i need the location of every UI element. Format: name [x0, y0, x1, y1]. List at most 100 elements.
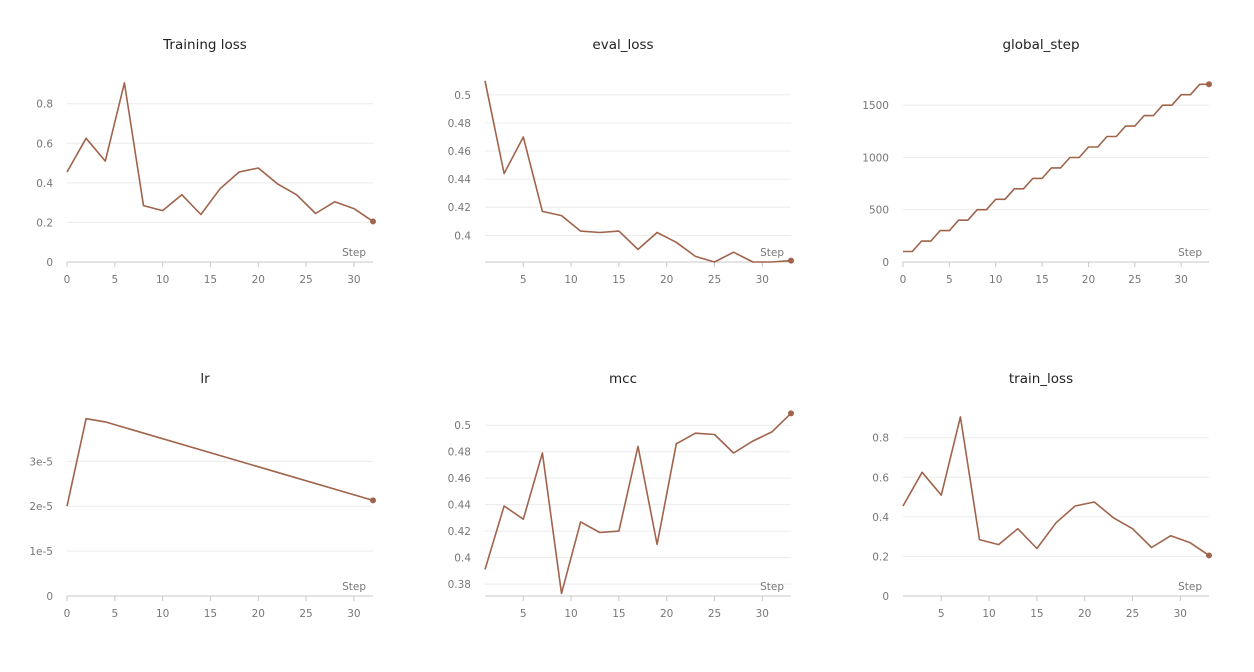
- y-tick-label: 500: [869, 205, 889, 217]
- x-tick-label: 20: [1082, 274, 1095, 286]
- x-tick-label: 5: [938, 608, 945, 620]
- y-tick-label: 0.2: [36, 217, 53, 229]
- y-tick-label: 0.46: [448, 473, 472, 485]
- x-axis-label: Step: [760, 247, 784, 259]
- y-tick-label: 0.4: [454, 230, 471, 242]
- chart-svg: train_loss 0 0.2 0.4 0.6 0.8 5 10 15 20 25 30 Step: [872, 371, 1212, 620]
- y-tick-label: 3e-5: [29, 456, 53, 468]
- chart-title: eval_loss: [592, 37, 653, 53]
- x-axis-label: Step: [760, 581, 784, 593]
- x-tick-label: 10: [564, 274, 577, 286]
- y-tick-label: 0.42: [448, 526, 471, 538]
- x-tick-label: 5: [111, 608, 118, 620]
- x-tick-label: 15: [204, 274, 217, 286]
- chart-panel-lr: lr 0 1e-5 2e-5 3e-5 0 5 10 15 20 25 30 Step: [0, 364, 380, 664]
- x-tick-label: 0: [64, 608, 71, 620]
- y-tick-label: 1500: [862, 100, 889, 112]
- x-tick-label: 20: [660, 608, 673, 620]
- x-tick-label: 10: [156, 274, 169, 286]
- chart-svg: global_step 0 500 1000 1500 0 5 10 15 20 25 30 Step: [862, 37, 1212, 286]
- y-tick-label: 0.48: [448, 118, 471, 130]
- y-tick-label: 0.46: [448, 146, 472, 158]
- chart-svg: eval_loss 0.4 0.42 0.44 0.46 0.48 0.5 5 10 15 20 25…: [448, 37, 794, 286]
- x-tick-label: 5: [520, 608, 527, 620]
- x-tick-label: 15: [612, 274, 625, 286]
- y-tick-label: 0.4: [454, 553, 471, 565]
- y-tick-label: 0.5: [454, 420, 471, 432]
- x-axis-label: Step: [1178, 247, 1202, 259]
- last-point-marker: [1206, 552, 1212, 559]
- series-line: [902, 416, 1210, 557]
- last-point-marker: [788, 257, 794, 264]
- y-tick-label: 1000: [862, 152, 889, 164]
- series-line: [66, 417, 374, 507]
- y-tick-label: 0.5: [454, 90, 471, 102]
- chart-svg: mcc 0.38 0.4 0.42 0.44 0.46 0.48 0.5 5 10 15 20 25 30…: [448, 371, 794, 620]
- chart-panel-eval-loss: eval_loss 0.4 0.42 0.44 0.46 0.48 0.5 5 10 15 20 25…: [418, 30, 798, 330]
- x-tick-label: 30: [756, 608, 769, 620]
- chart-title: Training loss: [162, 37, 247, 53]
- last-point-marker: [788, 410, 794, 417]
- x-tick-label: 30: [756, 274, 769, 286]
- y-tick-label: 0.44: [448, 174, 472, 186]
- x-tick-label: 10: [982, 608, 995, 620]
- x-tick-label: 25: [708, 608, 721, 620]
- y-tick-label: 2e-5: [29, 501, 53, 513]
- x-tick-label: 30: [1174, 608, 1187, 620]
- x-axis-label: Step: [1178, 581, 1202, 593]
- x-tick-label: 20: [1078, 608, 1091, 620]
- chart-title: global_step: [1002, 37, 1079, 53]
- last-point-marker: [1206, 81, 1212, 88]
- y-tick-label: 0.6: [872, 472, 889, 484]
- y-tick-label: 0.6: [36, 138, 53, 150]
- chart-title: lr: [200, 371, 210, 387]
- x-axis-label: Step: [342, 247, 366, 259]
- y-tick-label: 0.38: [448, 579, 471, 591]
- x-tick-label: 10: [564, 608, 577, 620]
- x-tick-label: 15: [612, 608, 625, 620]
- y-tick-label: 0: [882, 591, 889, 603]
- x-tick-label: 10: [989, 274, 1002, 286]
- x-tick-label: 15: [1030, 608, 1043, 620]
- x-tick-label: 10: [156, 608, 169, 620]
- chart-title: mcc: [609, 371, 637, 387]
- x-tick-label: 5: [520, 274, 527, 286]
- x-tick-label: 15: [1035, 274, 1048, 286]
- series-line: [903, 83, 1209, 253]
- chart-svg: lr 0 1e-5 2e-5 3e-5 0 5 10 15 20 25 30 Step: [29, 371, 376, 620]
- x-tick-label: 20: [252, 608, 265, 620]
- chart-svg: Training loss 0 0.2 0.4 0.6 0.8 0 5 10 15 20 25 30 St…: [36, 37, 376, 286]
- y-tick-label: 0.4: [36, 178, 53, 190]
- y-tick-label: 0.8: [36, 99, 53, 111]
- x-axis-label: Step: [342, 581, 366, 593]
- x-tick-label: 20: [252, 274, 265, 286]
- y-tick-label: 0: [46, 257, 53, 269]
- x-tick-label: 0: [900, 274, 907, 286]
- x-tick-label: 15: [204, 608, 217, 620]
- x-tick-label: 30: [347, 274, 360, 286]
- y-tick-label: 0.4: [872, 512, 889, 524]
- y-tick-label: 0.2: [872, 551, 889, 563]
- last-point-marker: [370, 497, 376, 504]
- y-tick-label: 0.42: [448, 202, 471, 214]
- x-tick-label: 0: [64, 274, 71, 286]
- y-tick-label: 0.44: [448, 500, 472, 512]
- x-tick-label: 25: [299, 608, 312, 620]
- x-tick-label: 5: [946, 274, 953, 286]
- y-tick-label: 0.8: [872, 433, 889, 445]
- x-tick-label: 5: [111, 274, 118, 286]
- chart-panel-training-loss: Training loss 0 0.2 0.4 0.6 0.8 0 5 10 15 20 25 30 St…: [0, 30, 380, 330]
- chart-panel-train-loss: train_loss 0 0.2 0.4 0.6 0.8 5 10 15 20 25 30 Step: [836, 364, 1216, 664]
- x-tick-label: 25: [1128, 274, 1141, 286]
- x-tick-label: 25: [1126, 608, 1139, 620]
- chart-panel-global-step: global_step 0 500 1000 1500 0 5 10 15 20 25 30 Step: [836, 30, 1216, 330]
- last-point-marker: [370, 218, 376, 225]
- x-tick-label: 30: [1174, 274, 1187, 286]
- series-line: [484, 80, 792, 263]
- chart-panel-mcc: mcc 0.38 0.4 0.42 0.44 0.46 0.48 0.5 5 10 15 20 25 30…: [418, 364, 798, 664]
- x-tick-label: 25: [708, 274, 721, 286]
- chart-title: train_loss: [1009, 371, 1073, 387]
- x-tick-label: 25: [299, 274, 312, 286]
- y-tick-label: 1e-5: [29, 546, 53, 558]
